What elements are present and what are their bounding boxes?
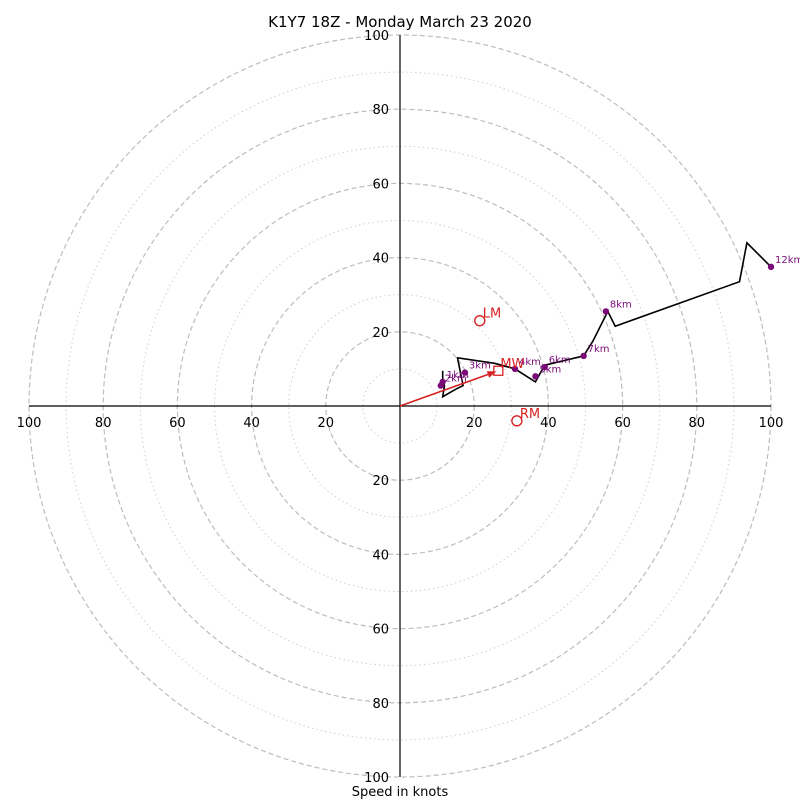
x-tick-label-pos-40: 40 bbox=[540, 416, 557, 431]
x-tick-label-neg-100: 100 bbox=[17, 416, 42, 431]
height-point-5km bbox=[532, 373, 539, 380]
height-label-4km: 4km bbox=[519, 357, 541, 368]
x-tick-label-neg-40: 40 bbox=[243, 416, 260, 431]
x-tick-label-neg-60: 60 bbox=[169, 416, 186, 431]
y-tick-label-pos-40: 40 bbox=[372, 252, 389, 267]
axis-tick-labels: 100 100 100 100 80 80 80 80 60 60 60 60 40 40 40 40 20 20… bbox=[17, 29, 784, 786]
height-point-8km bbox=[602, 308, 610, 315]
y-tick-label-neg-20: 20 bbox=[372, 474, 389, 489]
y-tick-label-neg-100: 100 bbox=[364, 771, 389, 786]
height-label-7km: 7km bbox=[588, 344, 610, 355]
height-point-3km bbox=[461, 369, 469, 376]
mean-wind-arrow-head bbox=[486, 371, 497, 378]
x-tick-label-pos-60: 60 bbox=[614, 416, 631, 431]
x-axis-label: Speed in knots bbox=[352, 785, 449, 800]
height-label-6km: 6km bbox=[549, 355, 571, 366]
mean-wind-marker bbox=[493, 365, 504, 376]
height-point-2km bbox=[437, 382, 445, 389]
hodograph-trace bbox=[441, 241, 772, 399]
x-tick-label-pos-100: 100 bbox=[759, 416, 784, 431]
height-point-12km bbox=[767, 263, 775, 271]
y-tick-label-pos-60: 60 bbox=[372, 177, 389, 192]
y-tick-label-pos-80: 80 bbox=[372, 103, 389, 118]
x-tick-label-neg-20: 20 bbox=[318, 416, 335, 431]
y-tick-label-neg-60: 60 bbox=[372, 623, 389, 638]
height-point-7km bbox=[580, 352, 587, 360]
left-mover-marker bbox=[474, 314, 486, 327]
y-tick-label-pos-20: 20 bbox=[372, 326, 389, 341]
height-point-6km bbox=[541, 363, 548, 371]
height-label-5km: 5km bbox=[539, 364, 561, 375]
right-mover-label: RM bbox=[520, 407, 540, 422]
mean-wind-label: MW bbox=[500, 357, 524, 372]
y-tick-label-pos-100: 100 bbox=[364, 29, 389, 44]
height-label-2km: 2km bbox=[445, 374, 467, 385]
height-label-3km: 3km bbox=[469, 361, 491, 372]
storm-motion-markers: MW LM RM bbox=[399, 307, 540, 427]
left-mover-label: LM bbox=[483, 307, 501, 322]
chart-title: K1Y7 18Z - Monday March 23 2020 bbox=[268, 13, 532, 31]
mean-wind-arrow-shaft bbox=[399, 373, 490, 407]
y-tick-label-neg-40: 40 bbox=[372, 548, 389, 563]
height-label-1km: 1km bbox=[447, 370, 469, 381]
x-tick-label-pos-80: 80 bbox=[689, 416, 706, 431]
y-tick-label-neg-80: 80 bbox=[372, 697, 389, 712]
height-point-4km bbox=[511, 365, 519, 373]
right-mover-marker bbox=[511, 415, 523, 427]
x-tick-label-neg-80: 80 bbox=[95, 416, 112, 431]
x-tick-label-pos-20: 20 bbox=[466, 416, 483, 431]
height-label-12km: 12km bbox=[775, 255, 800, 266]
height-label-8km: 8km bbox=[610, 299, 632, 310]
